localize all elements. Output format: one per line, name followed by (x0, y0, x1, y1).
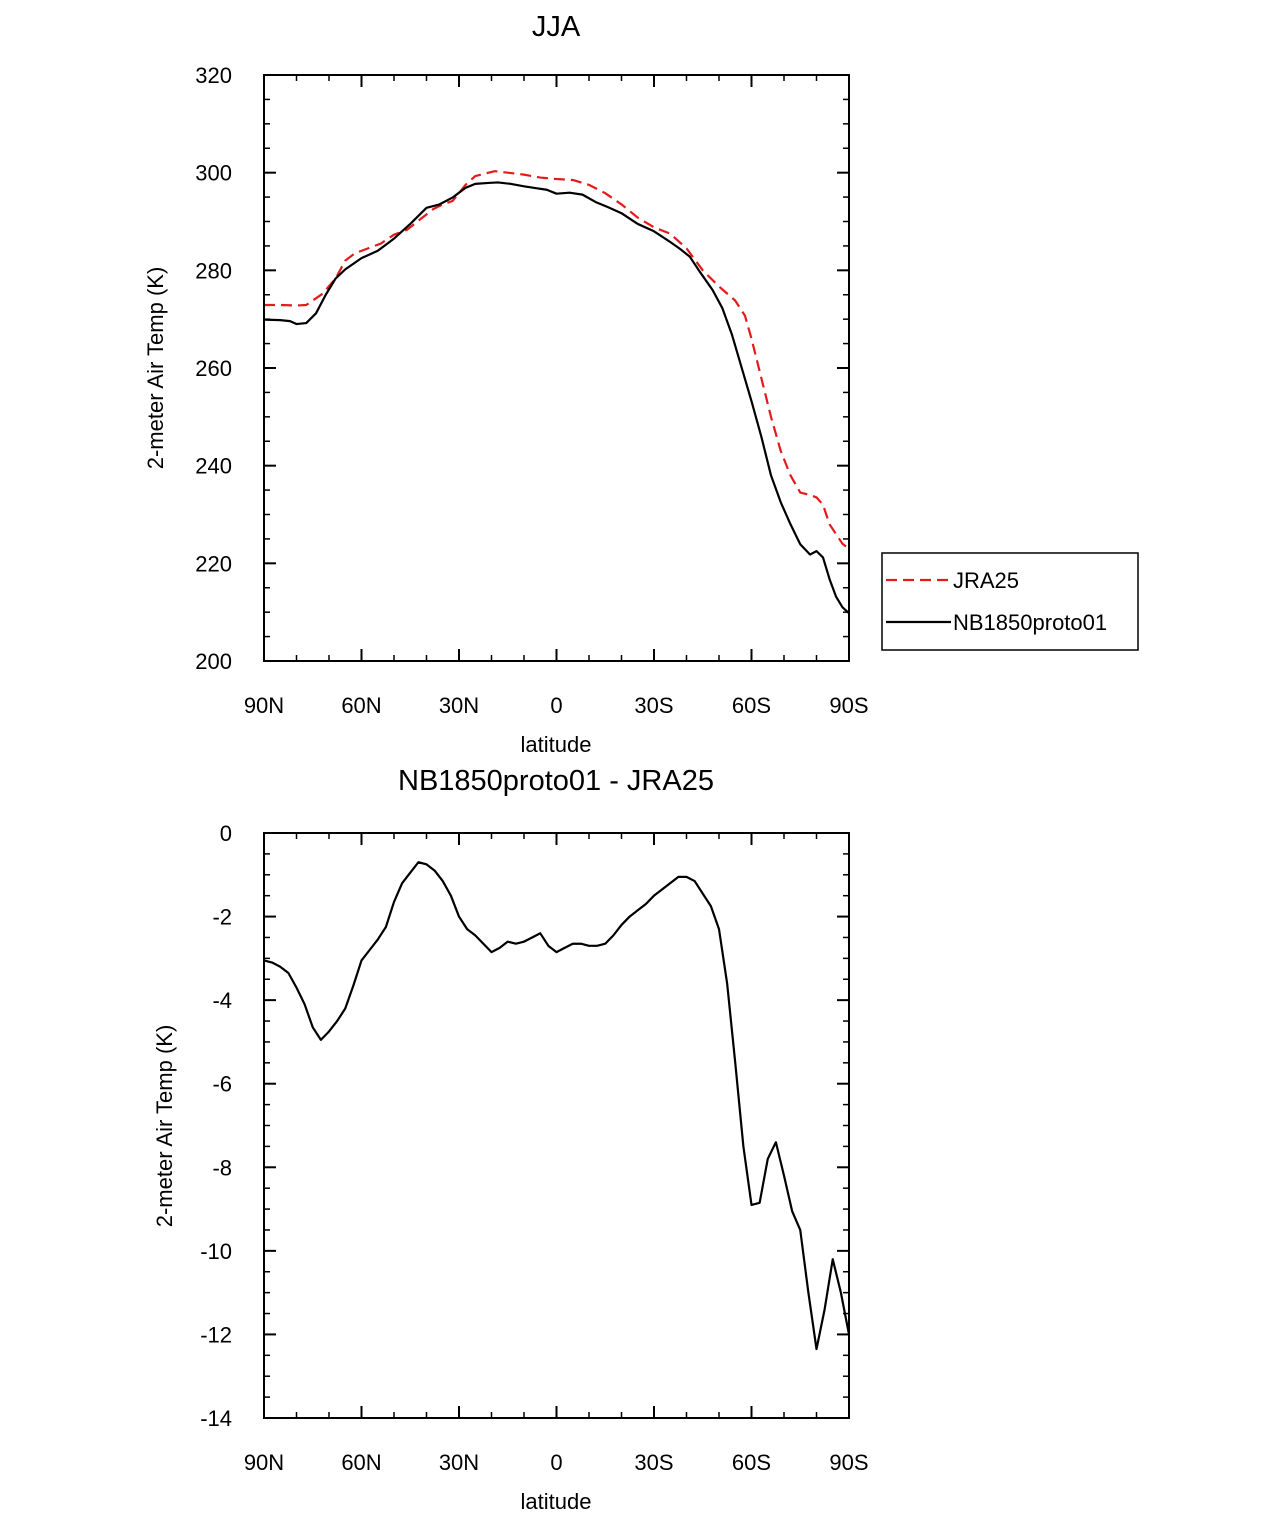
y-tick-label: 240 (195, 454, 232, 479)
x-tick-label: 0 (550, 1450, 562, 1475)
top-chart-plot-frame (263, 74, 850, 662)
bottom-chart-tick-labels: 90N 60N 30N 0 30S 60S 90S -14 -12 -10 -8 -6 -4 -2 0 (200, 821, 868, 1475)
x-tick-label: 30S (634, 693, 673, 718)
top-chart-panel: JJA 90N 60N 30N 0 30S 60S 90S 200 220 240 260 280 30… (143, 11, 1139, 757)
bottom-chart-title: NB1850proto01 - JRA25 (398, 765, 714, 797)
x-tick-label: 60N (341, 693, 381, 718)
legend-label-nb1850proto01: NB1850proto01 (953, 610, 1107, 635)
y-tick-label: 200 (195, 649, 232, 674)
x-tick-label: 90N (244, 693, 284, 718)
x-tick-label: 30S (634, 1450, 673, 1475)
y-tick-label: -14 (200, 1406, 232, 1431)
y-tick-label: 300 (195, 161, 232, 186)
bottom-chart-plot-frame (263, 832, 850, 1419)
x-tick-label: 60S (732, 1450, 771, 1475)
legend: JRA25 NB1850proto01 (881, 552, 1139, 651)
y-tick-label: 320 (195, 63, 232, 88)
y-tick-label: 280 (195, 258, 232, 283)
x-tick-label: 30N (439, 1450, 479, 1475)
bottom-chart-panel: NB1850proto01 - JRA25 90N 60N 30N 0 30S 60S 90… (152, 765, 869, 1514)
top-chart-title: JJA (532, 11, 581, 43)
y-tick-label: -12 (200, 1322, 232, 1347)
series-line-nb1850proto01-jra25 (263, 861, 851, 1351)
series-line-nb1850proto01 (263, 181, 850, 614)
top-chart-series-group (263, 170, 850, 614)
x-tick-label: 60N (341, 1450, 381, 1475)
bottom-chart-y-axis-label: 2-meter Air Temp (K) (152, 1025, 177, 1228)
series-line-jra25 (264, 170, 850, 550)
bottom-chart-ticks (263, 832, 850, 1419)
bottom-chart-x-axis-label: latitude (521, 1489, 592, 1514)
y-tick-label: 260 (195, 356, 232, 381)
bottom-chart-series-group (263, 861, 851, 1351)
legend-label-jra25: JRA25 (953, 568, 1019, 593)
y-tick-label: 0 (220, 821, 232, 846)
x-tick-label: 30N (439, 693, 479, 718)
top-chart-ticks (263, 74, 850, 662)
y-tick-label: -4 (212, 988, 232, 1013)
legend-box (881, 552, 1139, 651)
top-chart-tick-labels: 90N 60N 30N 0 30S 60S 90S 200 220 240 260 280 300 320 (195, 63, 868, 718)
x-tick-label: 0 (550, 693, 562, 718)
x-tick-label: 90S (829, 1450, 868, 1475)
y-tick-label: -2 (212, 905, 232, 930)
y-tick-label: -8 (212, 1155, 232, 1180)
y-tick-label: 220 (195, 551, 232, 576)
x-tick-label: 90S (829, 693, 868, 718)
top-chart-x-axis-label: latitude (521, 732, 592, 757)
y-tick-label: -6 (212, 1072, 232, 1097)
x-tick-label: 90N (244, 1450, 284, 1475)
top-chart-y-axis-label: 2-meter Air Temp (K) (143, 267, 168, 470)
y-tick-label: -10 (200, 1239, 232, 1264)
x-tick-label: 60S (732, 693, 771, 718)
